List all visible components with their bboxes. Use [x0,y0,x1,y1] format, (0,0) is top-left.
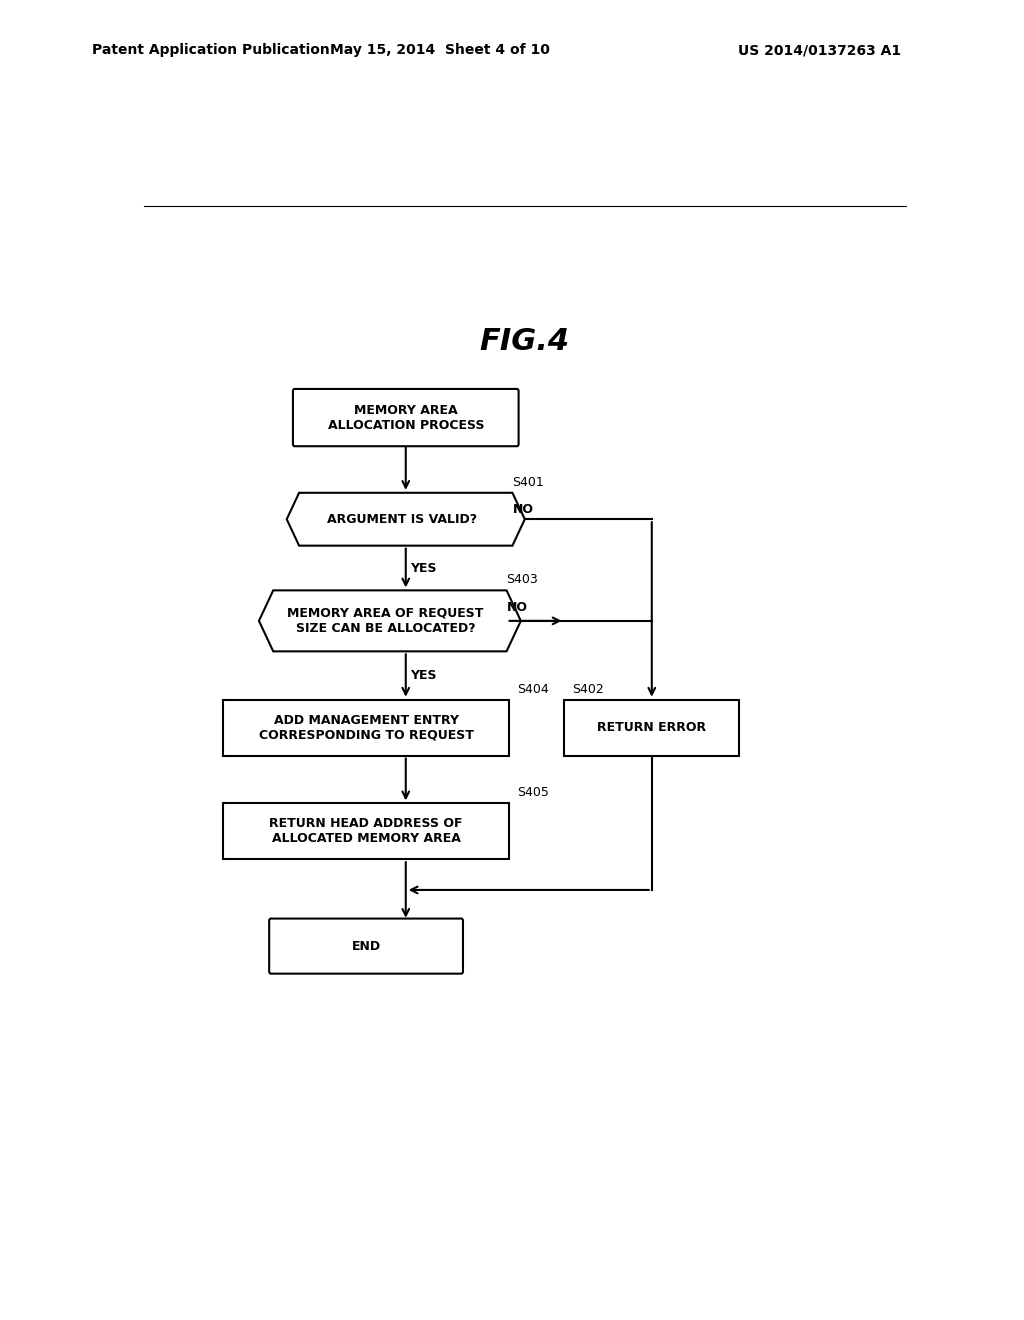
Text: ADD MANAGEMENT ENTRY
CORRESPONDING TO REQUEST: ADD MANAGEMENT ENTRY CORRESPONDING TO RE… [259,714,473,742]
Text: Patent Application Publication: Patent Application Publication [92,44,330,57]
Bar [223,804,509,859]
Polygon shape [259,590,521,651]
Polygon shape [287,492,524,545]
Text: RETURN ERROR: RETURN ERROR [597,721,707,734]
Text: S402: S402 [572,682,604,696]
Text: YES: YES [410,669,436,682]
Text: May 15, 2014  Sheet 4 of 10: May 15, 2014 Sheet 4 of 10 [331,44,550,57]
Text: S401: S401 [512,475,544,488]
Text: NO: NO [507,601,527,614]
Text: MEMORY AREA
ALLOCATION PROCESS: MEMORY AREA ALLOCATION PROCESS [328,404,484,432]
Text: RETURN HEAD ADDRESS OF
ALLOCATED MEMORY AREA: RETURN HEAD ADDRESS OF ALLOCATED MEMORY … [269,817,463,845]
Text: FIG.4: FIG.4 [479,327,570,356]
Text: S405: S405 [517,787,549,799]
Text: MEMORY AREA OF REQUEST
SIZE CAN BE ALLOCATED?: MEMORY AREA OF REQUEST SIZE CAN BE ALLOC… [288,607,483,635]
Text: S403: S403 [507,573,539,586]
Text: ARGUMENT IS VALID?: ARGUMENT IS VALID? [327,512,477,525]
Text: S404: S404 [517,682,549,696]
Text: END: END [351,940,381,953]
Text: NO: NO [512,503,534,516]
FancyBboxPatch shape [293,389,518,446]
Text: US 2014/0137263 A1: US 2014/0137263 A1 [737,44,901,57]
Bar [564,700,739,755]
Text: YES: YES [410,561,436,574]
Bar [223,700,509,755]
FancyBboxPatch shape [269,919,463,974]
